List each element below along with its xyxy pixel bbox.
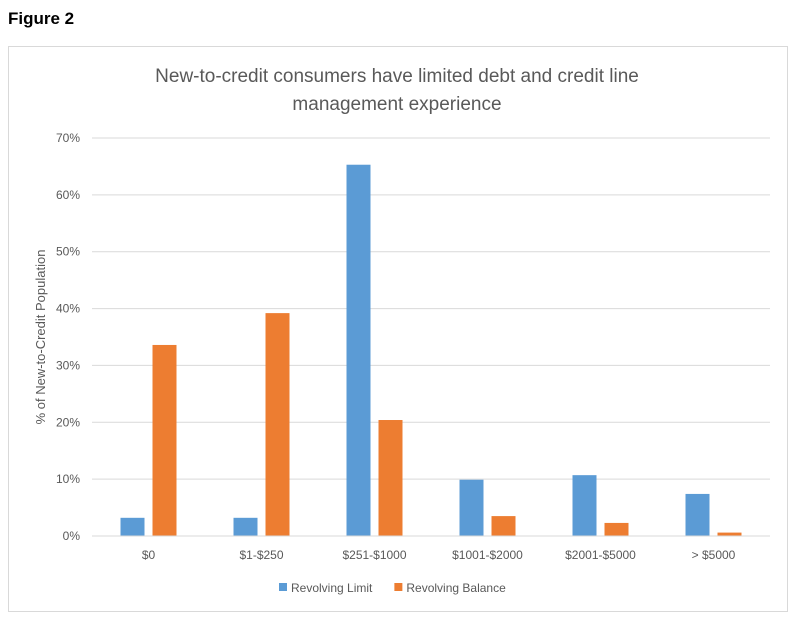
bar-revolving-limit <box>572 475 597 536</box>
bar-revolving-limit <box>233 517 258 536</box>
bars <box>120 164 742 537</box>
legend-label: Revolving Balance <box>406 581 506 595</box>
y-tick-label: 10% <box>56 472 80 486</box>
bar-revolving-balance <box>378 420 403 536</box>
legend-swatch <box>279 583 287 591</box>
x-tick-label: > $5000 <box>692 548 736 562</box>
chart-title-line-2: management experience <box>292 94 501 115</box>
figure-label: Figure 2 <box>8 9 75 28</box>
x-tick-label: $1001-$2000 <box>452 548 523 562</box>
y-axis-label: % of New-to-Credit Population <box>33 250 48 425</box>
y-tick-label: 70% <box>56 131 80 145</box>
bar-revolving-balance <box>265 313 290 536</box>
chart-title-line-1: New-to-credit consumers have limited deb… <box>155 66 639 87</box>
x-tick-label: $251-$1000 <box>342 548 406 562</box>
y-tick-label: 40% <box>56 302 80 316</box>
bar-revolving-balance <box>717 532 742 536</box>
y-tick-label: 60% <box>56 188 80 202</box>
y-tick-label: 30% <box>56 358 80 372</box>
bar-revolving-balance <box>604 522 629 536</box>
bar-revolving-limit <box>685 493 710 536</box>
bar-revolving-balance <box>152 344 177 536</box>
bar-revolving-balance <box>491 516 516 536</box>
x-axis-ticks: $0 $1-$250 $251-$1000 $1001-$2000 $2001-$500… <box>142 548 736 562</box>
legend: Revolving Limit Revolving Balance <box>279 581 506 595</box>
legend-swatch <box>394 583 403 591</box>
x-tick-label: $1-$250 <box>239 548 283 562</box>
bar-revolving-limit <box>120 517 145 536</box>
y-tick-label: 50% <box>56 245 80 259</box>
bar-revolving-limit <box>346 164 371 537</box>
y-tick-label: 20% <box>56 415 80 429</box>
x-tick-label: $0 <box>142 548 156 562</box>
x-tick-label: $2001-$5000 <box>565 548 636 562</box>
bar-revolving-limit <box>459 479 484 536</box>
y-axis-ticks: 0% 10% 20% 30% 40% 50% 60% 70% <box>56 131 80 543</box>
gridlines <box>92 137 770 480</box>
y-tick-label: 0% <box>63 529 81 543</box>
legend-label: Revolving Limit <box>291 581 373 595</box>
